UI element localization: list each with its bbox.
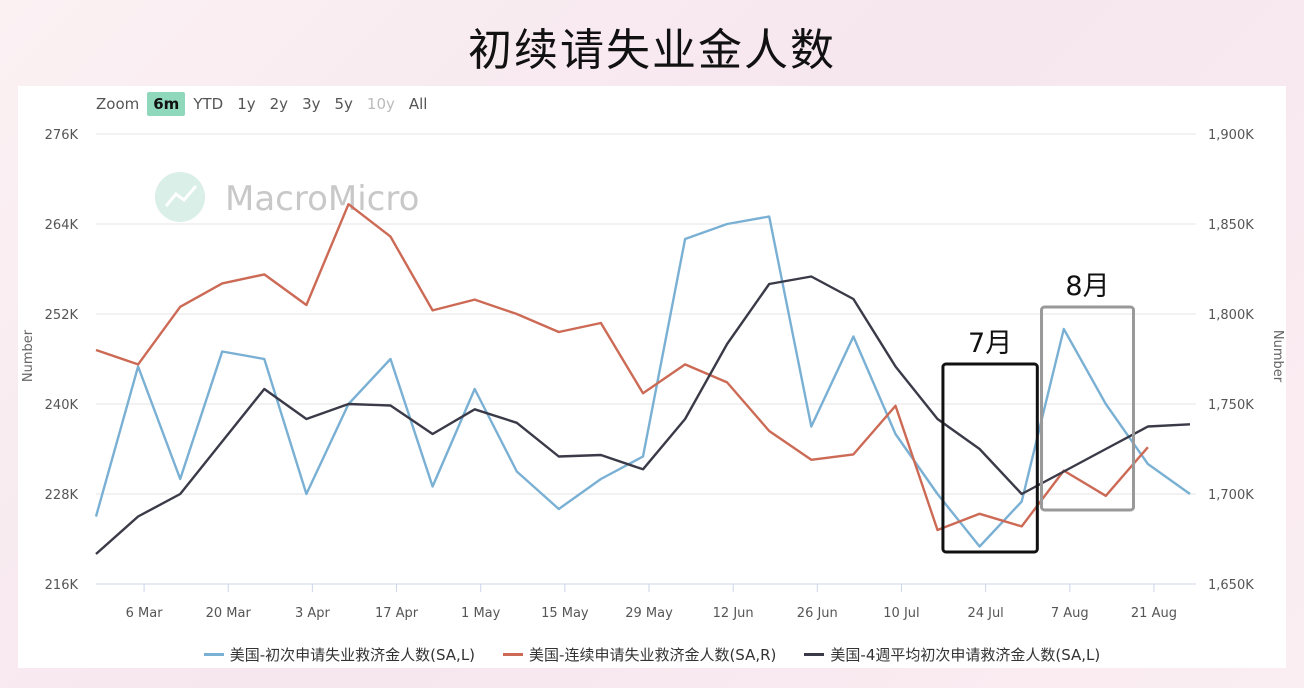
right-tick-label: 1,900K bbox=[1208, 128, 1254, 143]
zoom-bar: Zoom 6m YTD 1y 2y 3y 5y 10y All bbox=[96, 92, 435, 116]
left-tick-label: 216K bbox=[45, 578, 79, 593]
x-axis: 6 Mar 20 Mar 3 Apr 17 Apr 1 May 15 May 29 May 1… bbox=[96, 583, 1196, 621]
legend-label: 美国-初次申请失业救济金人数(SA,L) bbox=[229, 646, 476, 664]
watermark: MacroMicro bbox=[155, 172, 419, 222]
annotation-label: 7月 bbox=[968, 328, 1012, 359]
x-tick-label: 10 Jul bbox=[883, 606, 919, 621]
annotation-box bbox=[1040, 305, 1135, 512]
zoom-label: Zoom bbox=[96, 95, 140, 113]
chart-svg: MacroMicro 216K 228K 240K 252K 264K 276K 1,65… bbox=[21, 128, 1285, 621]
legend-item-4week-average[interactable]: 美国-4週平均初次申请救济金人数(SA,L) bbox=[804, 644, 1100, 665]
zoom-ytd-button[interactable]: YTD bbox=[193, 95, 224, 113]
left-axis: 216K 228K 240K 252K 264K 276K bbox=[45, 128, 79, 593]
series-line-0 bbox=[94, 215, 1191, 548]
legend-item-continuing-claims[interactable]: 美国-连续申请失业救济金人数(SA,R) bbox=[503, 644, 776, 665]
zoom-all-button[interactable]: All bbox=[408, 95, 428, 113]
legend-swatch bbox=[203, 653, 224, 656]
x-tick-label: 29 May bbox=[625, 606, 673, 621]
right-tick-label: 1,650K bbox=[1208, 578, 1254, 593]
zoom-6m-button[interactable]: 6m bbox=[147, 92, 186, 116]
zoom-3y-button[interactable]: 3y bbox=[302, 95, 321, 113]
watermark-logo-chart-icon bbox=[164, 185, 198, 207]
zoom-10y-button: 10y bbox=[366, 95, 395, 113]
series-line-2 bbox=[95, 275, 1191, 555]
x-tick-label: 12 Jun bbox=[713, 606, 754, 621]
right-tick-label: 1,700K bbox=[1208, 488, 1254, 503]
x-tick-label: 3 Apr bbox=[295, 606, 331, 621]
annotation-label: 8月 bbox=[1065, 271, 1109, 302]
left-tick-label: 276K bbox=[45, 128, 79, 143]
legend-swatch bbox=[804, 653, 825, 656]
left-tick-label: 240K bbox=[45, 398, 79, 413]
x-tick-label: 24 Jul bbox=[967, 606, 1003, 621]
left-tick-label: 252K bbox=[45, 308, 79, 323]
left-tick-label: 228K bbox=[45, 488, 79, 503]
zoom-5y-button[interactable]: 5y bbox=[334, 95, 353, 113]
annotation-boxes: 7月 8月 bbox=[941, 271, 1135, 554]
x-tick-label: 17 Apr bbox=[375, 606, 419, 621]
x-tick-label: 1 May bbox=[461, 606, 501, 621]
zoom-2y-button[interactable]: 2y bbox=[269, 95, 289, 113]
chart-panel: Zoom 6m YTD 1y 2y 3y 5y 10y All MacroMic… bbox=[18, 86, 1286, 668]
chart-title: 初续请失业金人数 bbox=[468, 25, 836, 76]
x-tick-label: 21 Aug bbox=[1131, 606, 1177, 621]
legend: 美国-初次申请失业救济金人数(SA,L) 美国-连续申请失业救济金人数(SA,R… bbox=[18, 644, 1286, 665]
right-tick-label: 1,800K bbox=[1208, 308, 1254, 323]
right-axis-title: Number bbox=[1270, 330, 1285, 383]
right-tick-label: 1,750K bbox=[1208, 398, 1254, 413]
zoom-1y-button[interactable]: 1y bbox=[237, 95, 256, 113]
legend-label: 美国-连续申请失业救济金人数(SA,R) bbox=[529, 646, 777, 664]
right-axis: 1,650K 1,700K 1,750K 1,800K 1,850K 1,900K bbox=[1208, 128, 1254, 593]
annotation-box bbox=[941, 362, 1039, 554]
x-tick-label: 15 May bbox=[541, 606, 589, 621]
legend-label: 美国-4週平均初次申请救济金人数(SA,L) bbox=[830, 646, 1101, 664]
right-tick-label: 1,850K bbox=[1208, 218, 1254, 233]
legend-swatch bbox=[503, 653, 524, 656]
series-lines bbox=[94, 202, 1191, 555]
watermark-text: MacroMicro bbox=[225, 179, 419, 219]
x-tick-label: 7 Aug bbox=[1051, 606, 1089, 621]
x-tick-label: 20 Mar bbox=[206, 606, 252, 621]
series-line-1 bbox=[95, 202, 1149, 532]
legend-item-initial-claims[interactable]: 美国-初次申请失业救济金人数(SA,L) bbox=[203, 644, 476, 665]
left-axis-title: Number bbox=[21, 329, 36, 382]
left-tick-label: 264K bbox=[45, 218, 79, 233]
x-tick-label: 26 Jun bbox=[797, 606, 838, 621]
x-tick-label: 6 Mar bbox=[126, 606, 164, 621]
